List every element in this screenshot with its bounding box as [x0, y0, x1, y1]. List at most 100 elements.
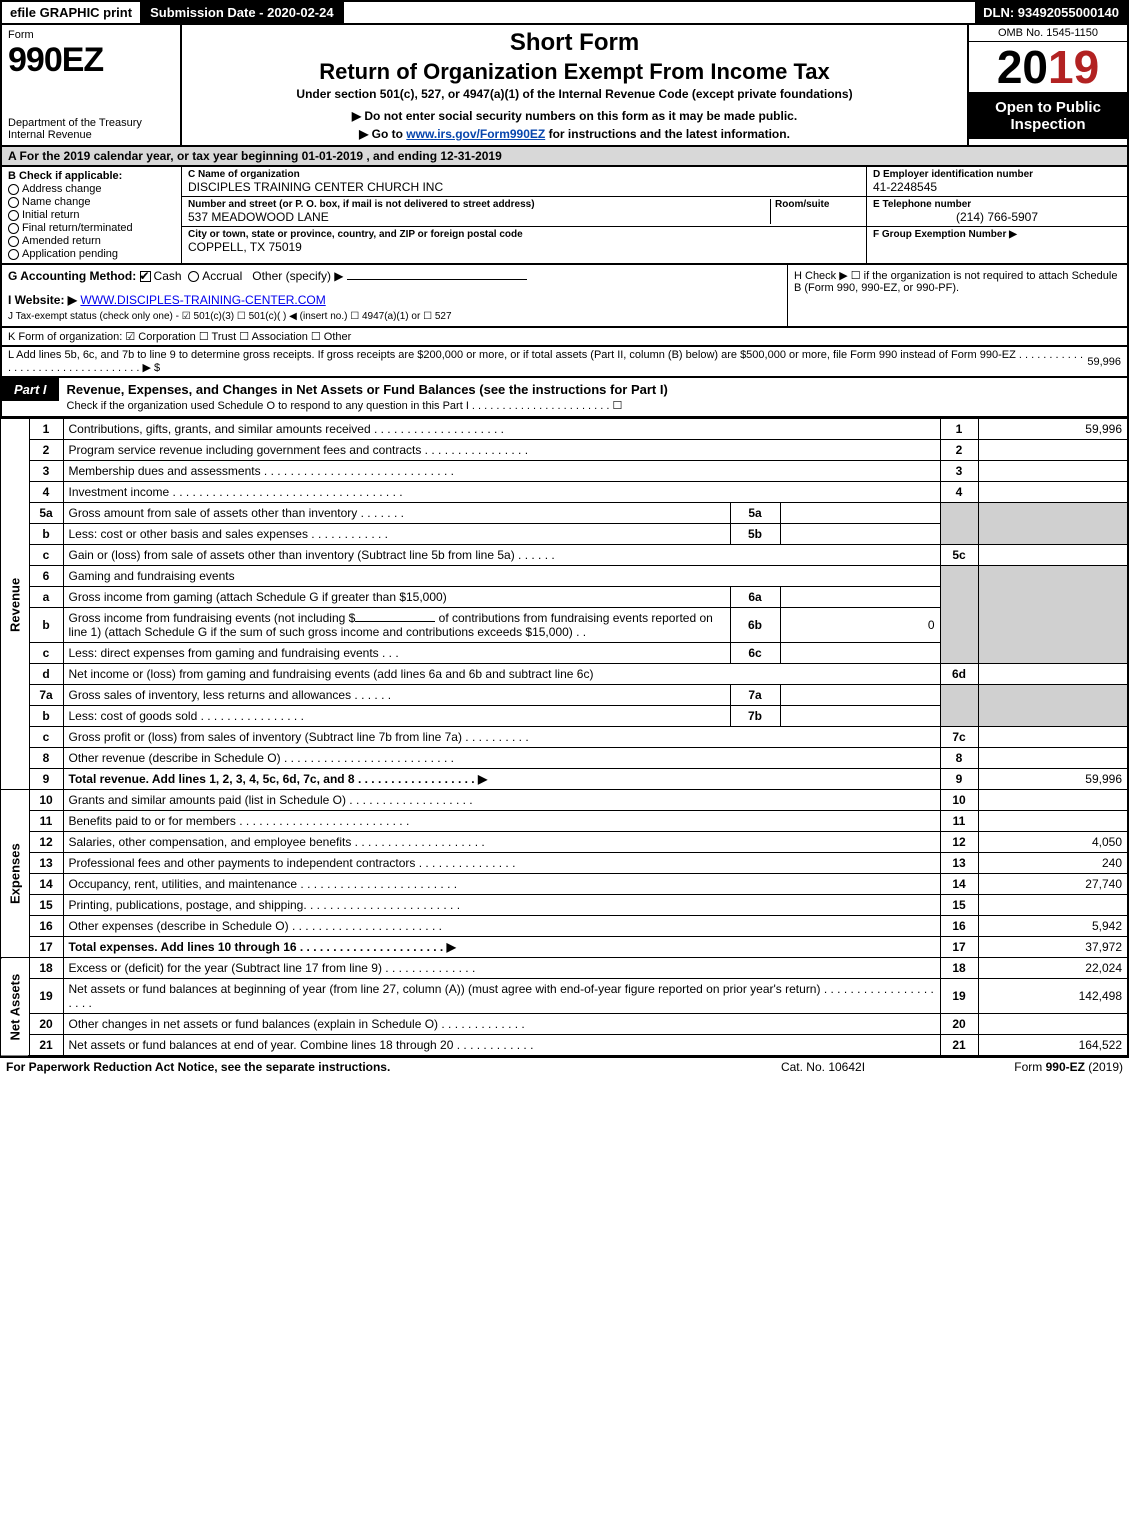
- opt-initial-return: Initial return: [22, 209, 79, 221]
- header-right: OMB No. 1545-1150 2019 Open to Public In…: [967, 25, 1127, 145]
- open-to-public: Open to Public Inspection: [969, 93, 1127, 139]
- line-5c: cGain or (loss) from sale of assets othe…: [1, 545, 1128, 566]
- line-2-val: [978, 440, 1128, 461]
- line-6a-desc: Gross income from gaming (attach Schedul…: [63, 587, 730, 608]
- netassets-side-label: Net Assets: [1, 958, 29, 1057]
- accrual-radio[interactable]: [188, 271, 199, 282]
- i-label: I Website: ▶: [8, 293, 77, 307]
- l-row: L Add lines 5b, 6c, and 7b to line 9 to …: [0, 347, 1129, 378]
- j-line: J Tax-exempt status (check only one) - ☑…: [8, 311, 781, 322]
- org-name: DISCIPLES TRAINING CENTER CHURCH INC: [188, 180, 860, 194]
- line-6d: dNet income or (loss) from gaming and fu…: [1, 664, 1128, 685]
- line-21: 21Net assets or fund balances at end of …: [1, 1035, 1128, 1057]
- line-7a: 7aGross sales of inventory, less returns…: [1, 685, 1128, 706]
- form-number: 990EZ: [8, 41, 174, 80]
- line-16-desc: Other expenses (describe in Schedule O) …: [63, 916, 940, 937]
- opt-application-pending: Application pending: [22, 248, 118, 260]
- line-6c-desc: Less: direct expenses from gaming and fu…: [63, 643, 730, 664]
- line-12-val: 4,050: [978, 832, 1128, 853]
- cash-checkbox[interactable]: [140, 271, 151, 282]
- line-7a-desc: Gross sales of inventory, less returns a…: [63, 685, 730, 706]
- website-link[interactable]: WWW.DISCIPLES-TRAINING-CENTER.COM: [80, 293, 325, 307]
- line-18-val: 22,024: [978, 958, 1128, 979]
- amended-return-radio[interactable]: [8, 236, 19, 247]
- other-specify-input[interactable]: [347, 279, 527, 280]
- line-5b-val: [780, 524, 940, 545]
- main-title: Return of Organization Exempt From Incom…: [188, 59, 961, 85]
- l-amount: 59,996: [1087, 356, 1121, 368]
- line-18-desc: Excess or (deficit) for the year (Subtra…: [63, 958, 940, 979]
- line-14: 14Occupancy, rent, utilities, and mainte…: [1, 874, 1128, 895]
- g-label: G Accounting Method:: [8, 269, 136, 283]
- submission-date-button[interactable]: Submission Date - 2020-02-24: [142, 2, 344, 23]
- line-5a-val: [780, 503, 940, 524]
- ein-value: 41-2248545: [873, 180, 1121, 194]
- line-3-desc: Membership dues and assessments . . . . …: [63, 461, 940, 482]
- line-4-val: [978, 482, 1128, 503]
- line-6a-val: [780, 587, 940, 608]
- line-19-val: 142,498: [978, 979, 1128, 1014]
- g-h-row: G Accounting Method: Cash Accrual Other …: [0, 265, 1129, 328]
- line-16-val: 5,942: [978, 916, 1128, 937]
- line-3-val: [978, 461, 1128, 482]
- group-exemption-label: F Group Exemption Number ▶: [873, 229, 1121, 240]
- line-6b-blank[interactable]: [355, 621, 435, 622]
- line-13-val: 240: [978, 853, 1128, 874]
- irs-link[interactable]: www.irs.gov/Form990EZ: [406, 127, 545, 141]
- line-17-desc: Total expenses. Add lines 10 through 16 …: [63, 937, 940, 958]
- line-9-desc: Total revenue. Add lines 1, 2, 3, 4, 5c,…: [63, 769, 940, 790]
- h-schedule-b: H Check ▶ ☐ if the organization is not r…: [787, 265, 1127, 326]
- goto-pre: ▶ Go to: [359, 127, 406, 141]
- opt-address-change: Address change: [22, 183, 102, 195]
- application-pending-radio[interactable]: [8, 249, 19, 260]
- final-return-radio[interactable]: [8, 223, 19, 234]
- other-label: Other (specify) ▶: [252, 269, 343, 283]
- header-left: Form 990EZ Department of the Treasury In…: [2, 25, 182, 145]
- tax-year: 2019: [969, 42, 1127, 93]
- line-17: 17Total expenses. Add lines 10 through 1…: [1, 937, 1128, 958]
- addr-value: 537 MEADOWOOD LANE: [188, 210, 770, 224]
- part1-header: Part I Revenue, Expenses, and Changes in…: [0, 378, 1129, 418]
- opt-name-change: Name change: [22, 196, 91, 208]
- line-20: 20Other changes in net assets or fund ba…: [1, 1014, 1128, 1035]
- opt-amended-return: Amended return: [22, 235, 101, 247]
- line-11-val: [978, 811, 1128, 832]
- efile-print-button[interactable]: efile GRAPHIC print: [2, 2, 142, 23]
- line-9: 9Total revenue. Add lines 1, 2, 3, 4, 5c…: [1, 769, 1128, 790]
- line-19-desc: Net assets or fund balances at beginning…: [63, 979, 940, 1014]
- k-row: K Form of organization: ☑ Corporation ☐ …: [0, 328, 1129, 347]
- line-6d-desc: Net income or (loss) from gaming and fun…: [63, 664, 940, 685]
- room-label: Room/suite: [775, 199, 860, 210]
- line-1-val: 59,996: [978, 419, 1128, 440]
- line-7a-val: [780, 685, 940, 706]
- expenses-side-label: Expenses: [1, 790, 29, 958]
- line-7b-val: [780, 706, 940, 727]
- line-11-desc: Benefits paid to or for members . . . . …: [63, 811, 940, 832]
- name-change-radio[interactable]: [8, 197, 19, 208]
- part1-title: Revenue, Expenses, and Changes in Net As…: [67, 382, 668, 397]
- line-1: Revenue 1Contributions, gifts, grants, a…: [1, 419, 1128, 440]
- ssn-note: ▶ Do not enter social security numbers o…: [188, 109, 961, 123]
- line-6d-val: [978, 664, 1128, 685]
- line-7c: cGross profit or (loss) from sales of in…: [1, 727, 1128, 748]
- irs-label: Internal Revenue: [8, 129, 174, 141]
- initial-return-radio[interactable]: [8, 210, 19, 221]
- line-14-desc: Occupancy, rent, utilities, and maintena…: [63, 874, 940, 895]
- section-a-period: A For the 2019 calendar year, or tax yea…: [0, 147, 1129, 167]
- city-value: COPPELL, TX 75019: [188, 240, 860, 254]
- footer-right: Form 990-EZ (2019): [923, 1060, 1123, 1074]
- line-13: 13Professional fees and other payments t…: [1, 853, 1128, 874]
- page-footer: For Paperwork Reduction Act Notice, see …: [0, 1057, 1129, 1076]
- dln-label: DLN: 93492055000140: [975, 2, 1127, 23]
- address-change-radio[interactable]: [8, 184, 19, 195]
- line-8-val: [978, 748, 1128, 769]
- opt-final-return: Final return/terminated: [22, 222, 133, 234]
- line-6b-desc: Gross income from fundraising events (no…: [63, 608, 730, 643]
- top-bar: efile GRAPHIC print Submission Date - 20…: [0, 0, 1129, 25]
- line-3: 3Membership dues and assessments . . . .…: [1, 461, 1128, 482]
- line-6: 6Gaming and fundraising events: [1, 566, 1128, 587]
- line-7c-desc: Gross profit or (loss) from sales of inv…: [63, 727, 940, 748]
- line-15-desc: Printing, publications, postage, and shi…: [63, 895, 940, 916]
- line-11: 11Benefits paid to or for members . . . …: [1, 811, 1128, 832]
- line-17-val: 37,972: [978, 937, 1128, 958]
